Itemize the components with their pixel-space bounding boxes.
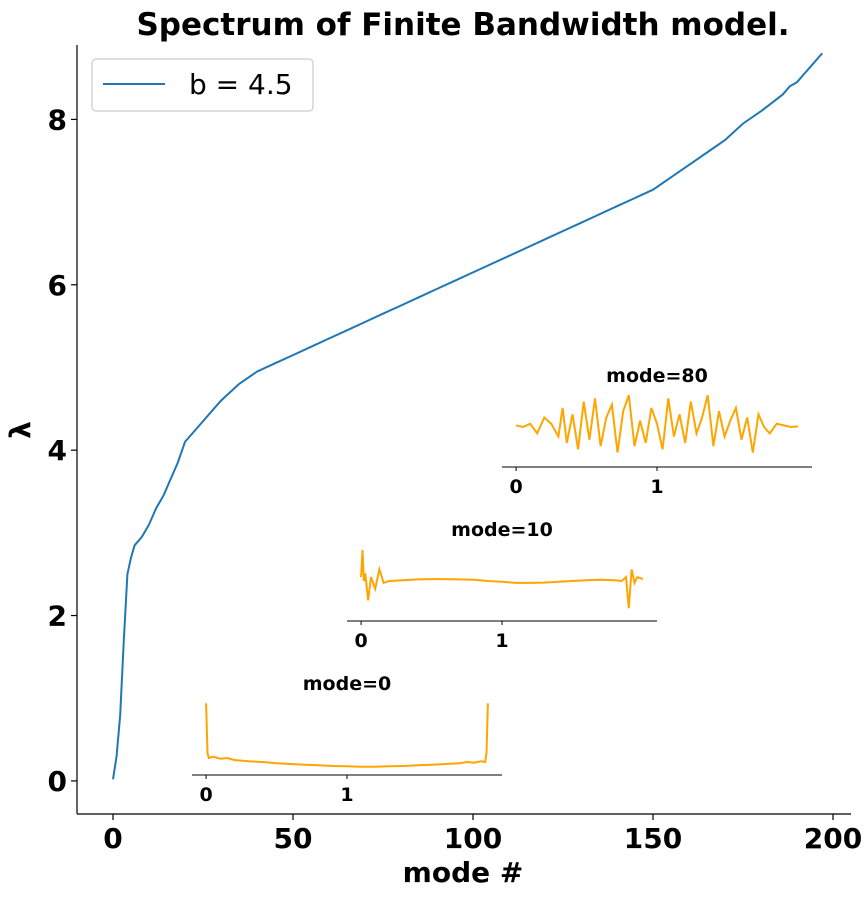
x-tick-label: 0 bbox=[103, 822, 122, 855]
y-tick-label: 0 bbox=[48, 765, 67, 798]
y-tick-label: 2 bbox=[48, 600, 67, 633]
y-tick-label: 6 bbox=[48, 269, 67, 302]
inset-x-tick-label: 1 bbox=[340, 784, 353, 806]
inset-mode-0: mode=0 0 1 bbox=[192, 673, 502, 806]
inset-x-tick-label: 0 bbox=[354, 630, 367, 652]
x-tick-label: 200 bbox=[804, 822, 862, 855]
inset-x-tick-label: 0 bbox=[199, 784, 212, 806]
inset-mode-80: mode=80 0 1 bbox=[502, 365, 812, 498]
inset-title: mode=10 bbox=[451, 519, 553, 541]
legend-label-b-4-5: b = 4.5 bbox=[189, 68, 293, 101]
inset-line bbox=[515, 394, 798, 453]
inset-mode-10: mode=10 0 1 bbox=[347, 519, 657, 652]
inset-line bbox=[360, 549, 644, 609]
x-tick-label: 100 bbox=[444, 822, 502, 855]
series-line-b-4-5 bbox=[112, 52, 823, 780]
chart-title: Spectrum of Finite Bandwidth model. bbox=[136, 7, 789, 43]
y-tick-label: 4 bbox=[48, 434, 67, 467]
inset-x-tick-label: 0 bbox=[509, 476, 522, 498]
legend-frame bbox=[91, 58, 314, 112]
x-axis-label: mode # bbox=[403, 856, 524, 889]
inset-line bbox=[205, 703, 489, 768]
legend: b = 4.5 bbox=[91, 58, 314, 112]
x-tick-label: 150 bbox=[624, 822, 682, 855]
inset-title: mode=80 bbox=[606, 365, 708, 387]
y-tick-label: 8 bbox=[48, 103, 67, 136]
inset-title: mode=0 bbox=[303, 673, 391, 695]
y-axis-label: λ bbox=[4, 421, 37, 439]
x-tick-label: 50 bbox=[274, 822, 313, 855]
insets: mode=0 0 1 mode=10 0 1 mode=80 0 1 bbox=[192, 365, 812, 806]
inset-x-tick-label: 1 bbox=[650, 476, 663, 498]
inset-x-tick-label: 1 bbox=[495, 630, 508, 652]
main-series bbox=[112, 52, 823, 780]
